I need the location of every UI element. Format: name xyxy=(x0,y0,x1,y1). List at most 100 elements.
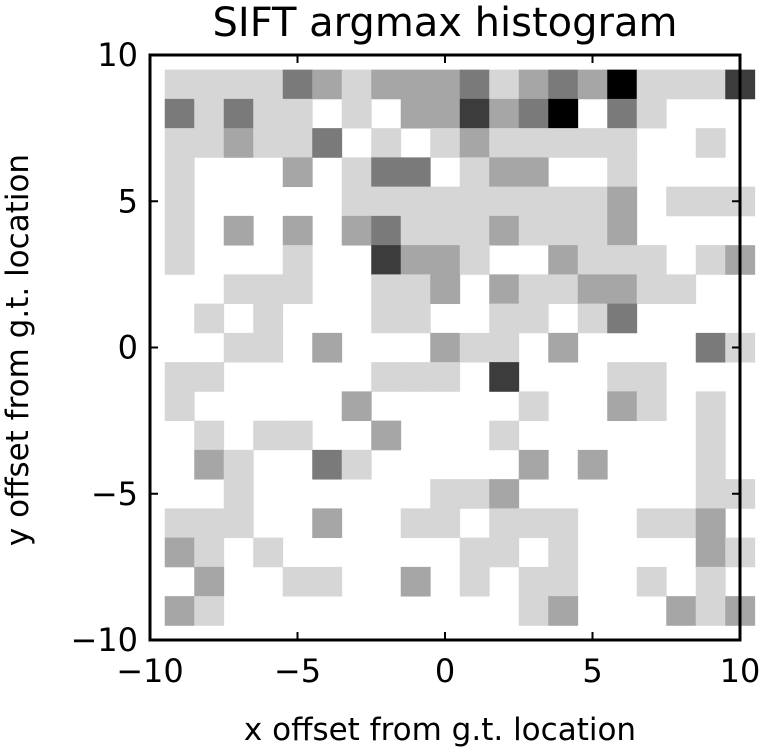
heatmap-cell xyxy=(459,186,490,217)
heatmap-cell xyxy=(194,128,225,158)
heatmap-cell xyxy=(164,157,195,188)
heatmap-cell xyxy=(223,332,254,363)
heatmap-cell xyxy=(459,332,490,363)
heatmap-cell xyxy=(312,449,343,480)
heatmap-cell xyxy=(312,508,343,539)
heatmap-cell xyxy=(577,303,608,334)
heatmap-cell xyxy=(548,69,579,100)
heatmap-cell xyxy=(489,537,520,568)
heatmap-cell xyxy=(607,391,638,422)
heatmap-cell xyxy=(695,420,726,451)
heatmap-cell xyxy=(695,332,726,363)
heatmap-cell xyxy=(164,362,195,392)
heatmap-cell xyxy=(371,215,402,246)
heatmap-cell xyxy=(194,98,225,129)
heatmap-cell xyxy=(400,215,431,246)
heatmap-cell xyxy=(518,391,549,422)
heatmap-cell xyxy=(341,449,372,480)
heatmap-cell xyxy=(518,157,549,188)
heatmap-cell xyxy=(194,69,225,100)
heatmap-cell xyxy=(636,69,667,100)
heatmap-cell xyxy=(400,157,431,188)
heatmap-cell xyxy=(282,245,313,275)
heatmap-cell xyxy=(548,215,579,246)
heatmap-cell xyxy=(607,186,638,217)
heatmap-cell xyxy=(430,98,461,129)
heatmap-cell xyxy=(371,157,402,188)
heatmap-cell xyxy=(194,420,225,451)
heatmap-cell xyxy=(164,186,195,217)
heatmap-cell xyxy=(489,420,520,451)
heatmap-cell xyxy=(577,69,608,100)
heatmap-cell xyxy=(577,274,608,305)
heatmap-cell xyxy=(194,362,225,392)
heatmap-cell xyxy=(430,69,461,100)
heatmap-cell xyxy=(489,157,520,188)
y-tick-label: 5 xyxy=(118,182,138,220)
heatmap-cell xyxy=(341,391,372,422)
y-tick-label: 10 xyxy=(97,36,138,74)
heatmap-cell xyxy=(548,245,579,275)
heatmap-cell xyxy=(577,245,608,275)
heatmap-cell xyxy=(400,69,431,100)
heatmap-cell xyxy=(548,537,579,568)
heatmap-cell xyxy=(459,245,490,275)
heatmap-cell xyxy=(400,303,431,334)
heatmap-cell xyxy=(666,274,697,305)
heatmap-cell xyxy=(282,215,313,246)
heatmap-cell xyxy=(282,98,313,129)
heatmap-cell xyxy=(459,69,490,100)
heatmap-cell xyxy=(194,537,225,568)
heatmap-cell xyxy=(282,157,313,188)
heatmap-cell xyxy=(548,98,579,129)
heatmap-cell xyxy=(459,537,490,568)
x-tick-label: 0 xyxy=(435,652,455,690)
heatmap-cell xyxy=(312,332,343,363)
heatmap-cell xyxy=(341,98,372,129)
heatmap-cell xyxy=(489,274,520,305)
heatmap-cell xyxy=(430,362,461,392)
x-tick-label: −5 xyxy=(274,652,321,690)
heatmap-cell xyxy=(194,566,225,597)
heatmap-cell xyxy=(666,186,697,217)
heatmap-cell xyxy=(282,274,313,305)
chart-title: SIFT argmax histogram xyxy=(213,0,678,46)
heatmap-cell xyxy=(489,215,520,246)
heatmap-cell xyxy=(695,186,726,217)
y-tick-label: −5 xyxy=(91,475,138,513)
heatmap-cell xyxy=(518,128,549,158)
x-tick-label: −10 xyxy=(116,652,184,690)
heatmap-cell xyxy=(164,596,195,626)
heatmap-cell xyxy=(253,274,284,305)
heatmap-cell xyxy=(666,596,697,626)
heatmap-cell xyxy=(695,449,726,480)
heatmap-cell xyxy=(695,69,726,100)
heatmap-cell xyxy=(164,245,195,275)
heatmap-cell xyxy=(636,274,667,305)
heatmap-cell xyxy=(636,566,667,597)
heatmap-cell xyxy=(518,303,549,334)
heatmap-cell xyxy=(400,186,431,217)
heatmap-cell xyxy=(636,362,667,392)
heatmap-cell xyxy=(577,128,608,158)
heatmap-cell xyxy=(430,332,461,363)
heatmap-cell xyxy=(548,566,579,597)
heatmap-cell xyxy=(194,449,225,480)
heatmap-cell xyxy=(253,69,284,100)
heatmap-cell xyxy=(253,420,284,451)
heatmap-cell xyxy=(695,245,726,275)
heatmap-cell xyxy=(636,508,667,539)
heatmap-cell xyxy=(223,508,254,539)
heatmap-cell xyxy=(548,128,579,158)
heatmap-cell xyxy=(430,508,461,539)
heatmap-cell xyxy=(518,566,549,597)
heatmap-cell xyxy=(518,508,549,539)
heatmap-cell xyxy=(371,303,402,334)
heatmap-cell xyxy=(518,98,549,129)
heatmap-cell xyxy=(341,186,372,217)
heatmap-cell xyxy=(636,245,667,275)
heatmap-cells xyxy=(164,69,756,626)
heatmap-cell xyxy=(548,596,579,626)
heatmap-cell xyxy=(607,98,638,129)
